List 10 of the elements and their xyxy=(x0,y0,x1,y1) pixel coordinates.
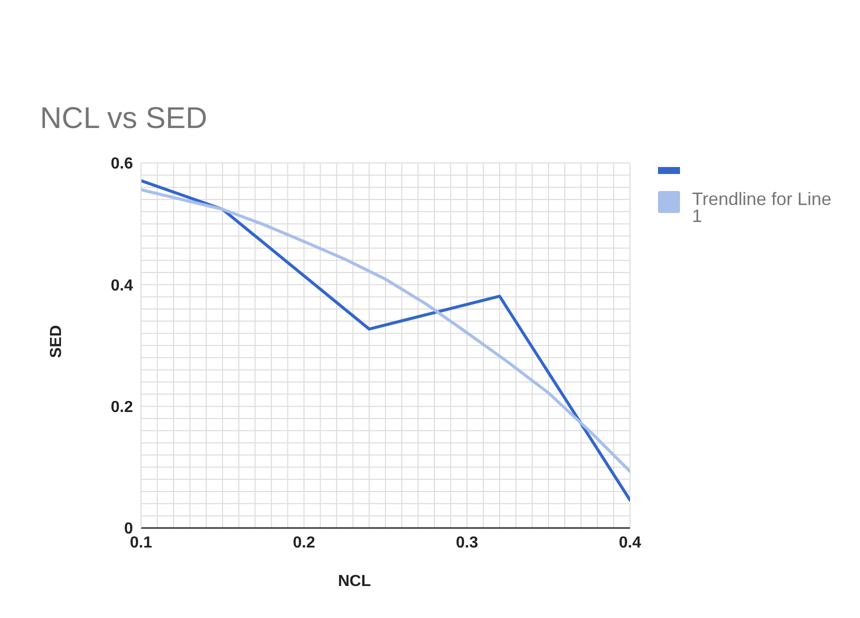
x-tick-label: 0.2 xyxy=(292,534,316,552)
x-tick-label: 0.3 xyxy=(456,534,478,552)
legend-label: Trendline for Line 1 xyxy=(692,189,832,226)
y-tick-label: 0.2 xyxy=(110,399,134,416)
chart-title: NCL vs SED xyxy=(40,102,208,136)
y-tick-label: 0.4 xyxy=(110,277,134,294)
y-tick-label: 0.6 xyxy=(110,156,134,173)
x-axis-title: NCL xyxy=(338,573,371,591)
x-tick-label: 0.4 xyxy=(618,534,642,552)
y-axis-title: SED xyxy=(48,325,66,358)
